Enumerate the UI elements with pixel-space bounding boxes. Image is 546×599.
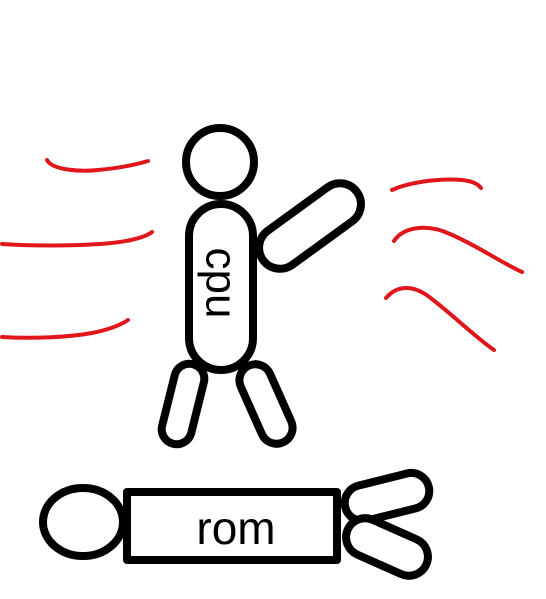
standing-figure-left-leg	[157, 359, 209, 449]
standing-figure-label: cpu	[197, 248, 246, 319]
motion-lines-right	[384, 177, 524, 352]
motion-line	[390, 177, 483, 192]
standing-figure-body	[185, 200, 257, 374]
motion-line	[392, 225, 524, 274]
lying-figure-lower-leg	[342, 514, 432, 580]
lying-figure-head	[39, 484, 127, 560]
standing-figure-arm	[255, 179, 365, 273]
lying-figure-label: rom	[196, 502, 275, 554]
lying-figure: rom	[39, 468, 434, 580]
motion-line	[0, 318, 130, 340]
standing-figure: cpu	[157, 124, 365, 449]
motion-line	[45, 158, 150, 173]
lying-figure-upper-leg	[340, 468, 434, 526]
motion-lines-left	[0, 158, 154, 340]
standing-figure-head	[182, 124, 258, 200]
standing-figure-right-leg	[235, 360, 297, 448]
lying-figure-body	[123, 488, 341, 564]
motion-line	[0, 230, 154, 248]
motion-line	[384, 286, 496, 352]
